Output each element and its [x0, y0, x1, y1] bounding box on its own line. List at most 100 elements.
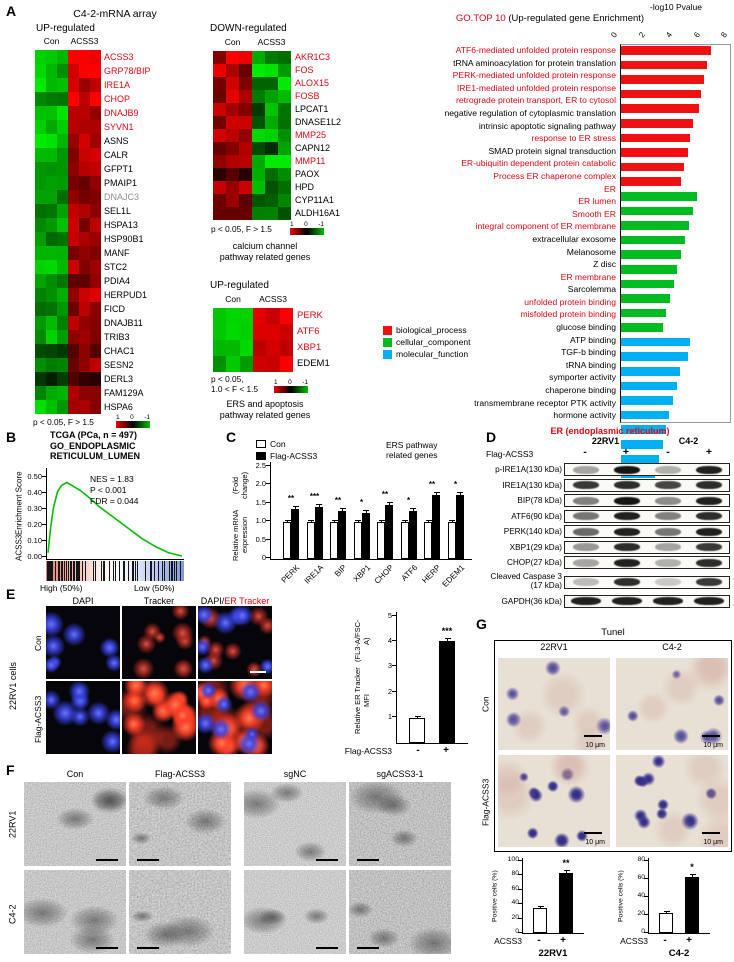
error-bar [334, 520, 335, 524]
heatmap-stripe [68, 288, 79, 302]
scale-neg1: -1 [318, 221, 324, 228]
em-structures [129, 782, 231, 866]
blot-box [564, 525, 730, 538]
heatmap-stripe [226, 90, 239, 103]
gsea-ylabel: ACSS3 Enrichment Score [8, 470, 30, 562]
barcode-line [95, 561, 96, 581]
heatmap-stripe [226, 129, 239, 142]
heatmap-stripe [265, 181, 278, 194]
lane-sign-4: + [705, 446, 713, 458]
blot-lane [647, 495, 688, 506]
go-bar-row [621, 279, 730, 293]
scale-bar [250, 671, 266, 673]
y-tick [266, 557, 270, 558]
heatmap-stripe [239, 116, 252, 129]
y-tick [644, 878, 648, 879]
bar-con [409, 717, 425, 743]
heatmap-row [213, 356, 293, 372]
down-col-acss3: ACSS3 [257, 37, 286, 47]
barcode-line [59, 561, 60, 581]
lane-sign-2: + [622, 446, 630, 458]
gene-label: SYVN1 [104, 122, 134, 132]
heatmap-stripe [239, 324, 253, 340]
heatmap-stripe [226, 142, 239, 155]
g2-sign-minus: - [663, 935, 667, 946]
go-title: GO.TOP 10 (Up-regulated gene Enrichment) [400, 13, 700, 24]
gene-label: HSP90B1 [104, 234, 144, 244]
barcode-line [74, 561, 75, 581]
bar-con [377, 522, 385, 559]
heatmap-stripe [46, 78, 57, 92]
e-row-con: Con [32, 614, 44, 672]
go-term-label: extracellular exosome [532, 233, 616, 244]
heatmap-stripe [252, 194, 265, 207]
heatmap-stripe [35, 330, 46, 344]
heatmap-stripe [239, 308, 253, 324]
heatmap-stripe [265, 142, 278, 155]
up2-footer: ERS and apoptosis pathway related genes [200, 399, 330, 420]
heatmap-stripe [35, 204, 46, 218]
heatmap-cell [253, 340, 293, 356]
blot-lane [688, 511, 729, 522]
heatmap-stripe [252, 116, 265, 129]
heatmap-stripe [226, 207, 239, 220]
heatmap-cell [35, 316, 68, 330]
heatmap-stripe [46, 64, 57, 78]
f-row-22rv1: 22RV1 [6, 798, 19, 850]
heatmap-stripe [226, 168, 239, 181]
go-bar [621, 323, 664, 332]
gene-label: TRIB3 [104, 332, 130, 342]
blot-band [695, 465, 722, 474]
down-footer: calcium channel pathway related genes [203, 241, 327, 262]
heatmap-stripe [226, 103, 239, 116]
heatmap-stripe [278, 194, 291, 207]
heatmap-cell [35, 106, 68, 120]
go-term-label: Smooth ER [572, 208, 616, 219]
bar-con [283, 522, 291, 559]
g-col-22rv1: 22RV1 [540, 642, 568, 652]
heatmap-stripe [57, 78, 68, 92]
heatmap-cell [68, 190, 101, 204]
y-tick-label: 20 [511, 913, 519, 921]
heatmap-stripe [90, 232, 101, 246]
heatmap-stripe [57, 274, 68, 288]
blot-band [613, 527, 640, 536]
heatmap-row [213, 194, 291, 207]
heatmap-stripe [278, 181, 291, 194]
sig-label: * [406, 496, 411, 506]
g-row-flag-text: Flag-ACSS3 [480, 778, 491, 826]
gene-label: CHOP [104, 94, 131, 104]
flag-label: Flag-ACSS3 [270, 451, 318, 461]
e-row-flag-text: Flag-ACSS3 [33, 695, 43, 743]
error-cap [339, 508, 346, 510]
heatmap-stripe [213, 340, 227, 356]
blot-band [693, 597, 724, 605]
heatmap-row [35, 176, 101, 190]
heatmap-stripe [278, 168, 291, 181]
barcode-line [128, 561, 129, 581]
heatmap-cell [213, 194, 252, 207]
heatmap-row [35, 50, 101, 64]
heatmap-stripe [253, 340, 267, 356]
e-merge-er-tracker: ER Tracker [224, 596, 270, 606]
heatmap-row [35, 92, 101, 106]
barcode-line [162, 561, 163, 581]
go-bar [621, 235, 686, 245]
scale-bar [357, 946, 379, 949]
heatmap-cell [252, 103, 291, 116]
heatmap-stripe [68, 400, 79, 414]
blot-lane [647, 557, 688, 568]
gsea-barcode [46, 561, 184, 581]
western-blots: p-IRE1A(130 kDa) IRE1A(130 kDa) BIP(78 kDa… [486, 462, 734, 612]
fluorescence-image [122, 606, 196, 679]
blot-lane [606, 464, 647, 475]
heatmap-stripe [68, 372, 79, 386]
sig-label: * [690, 862, 694, 873]
heatmap-stripe [35, 386, 46, 400]
gsea-low-label: Low (50%) [134, 583, 175, 593]
heatmap-stripe [79, 288, 90, 302]
heatmap-stripe [35, 372, 46, 386]
heatmap-cell [252, 194, 291, 207]
blot-band [572, 496, 599, 505]
heatmap-stripe [90, 204, 101, 218]
